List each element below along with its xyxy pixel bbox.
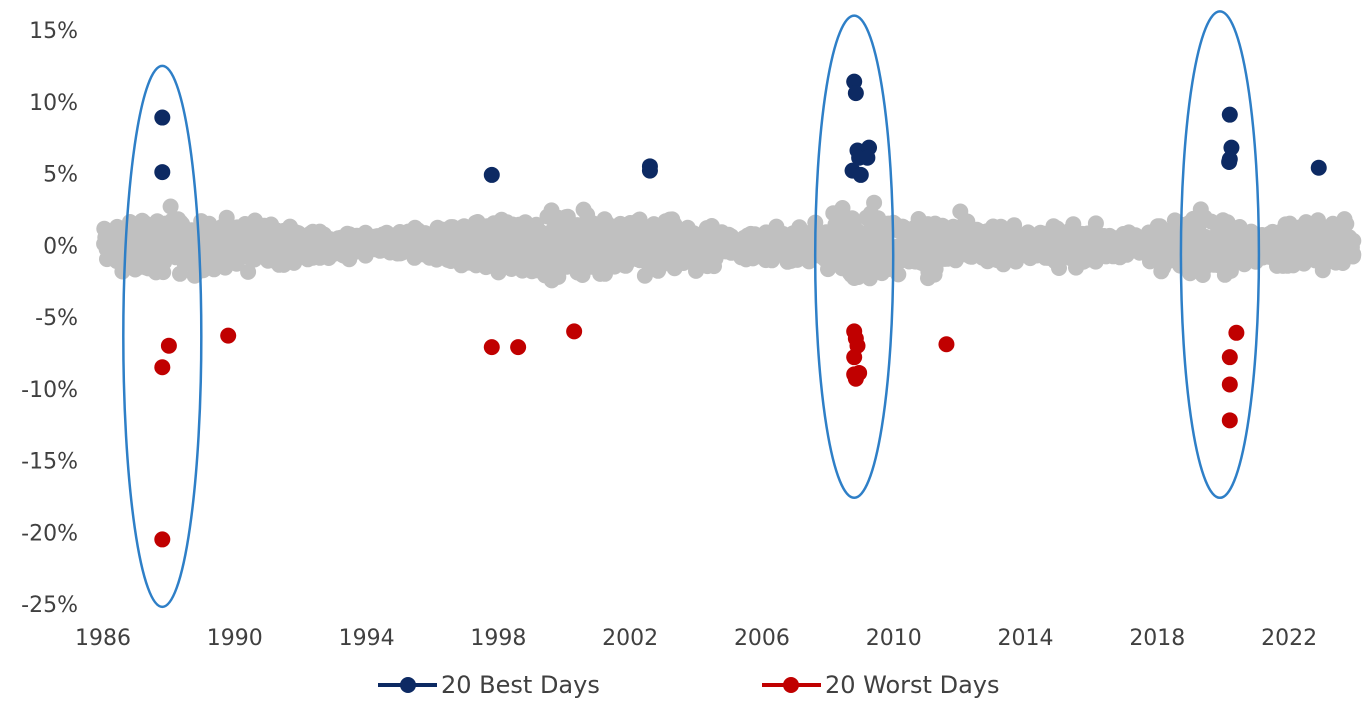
worst-day-point (510, 339, 527, 356)
background-point (240, 263, 257, 280)
highlight-ellipse (122, 64, 203, 609)
x-tick-label: 2010 (866, 626, 922, 651)
background-point (834, 200, 851, 216)
background-point (1345, 232, 1362, 249)
y-tick-label: -5% (35, 306, 78, 331)
worst-day-point (154, 359, 171, 376)
worst-day-point (483, 339, 500, 356)
worst-day-point (566, 323, 583, 340)
y-axis-ticks: 15% 10% 5% 0% -5% -10% -15% -20% -25% (21, 19, 78, 618)
best-day-point (847, 85, 864, 102)
worst-day-point (220, 327, 237, 344)
legend: 20 Best Days 20 Worst Days (378, 671, 999, 699)
legend-worst-marker (783, 677, 799, 693)
x-tick-label: 2002 (602, 626, 658, 651)
best-day-point (1221, 106, 1238, 123)
y-tick-label: -10% (21, 378, 78, 403)
legend-best-label: 20 Best Days (441, 671, 600, 699)
worst-day-point (1221, 412, 1238, 429)
x-tick-label: 2006 (734, 626, 790, 651)
worst-day-point (846, 349, 863, 366)
x-tick-label: 1994 (339, 626, 395, 651)
highlight-ellipse (813, 14, 895, 500)
background-point (866, 194, 883, 211)
best-day-point (483, 166, 500, 183)
x-tick-label: 1986 (75, 626, 131, 651)
worst-day-point (1228, 324, 1245, 341)
best-day-point (1310, 159, 1327, 176)
best-day-point (1221, 154, 1238, 171)
worst-day-point (160, 337, 177, 354)
y-tick-label: -25% (21, 593, 78, 618)
x-tick-label: 2014 (998, 626, 1054, 651)
y-tick-label: 0% (43, 234, 78, 259)
background-point (1336, 211, 1353, 228)
background-point (218, 209, 235, 226)
background-points (96, 194, 1362, 289)
background-point (631, 211, 648, 228)
y-tick-label: 10% (29, 91, 78, 116)
legend-worst-label: 20 Worst Days (825, 671, 999, 699)
x-tick-label: 2022 (1261, 626, 1317, 651)
worst-day-point (851, 364, 868, 381)
best-day-point (852, 166, 869, 183)
best-day-point (859, 149, 876, 166)
y-tick-label: 5% (43, 163, 78, 188)
legend-best-marker (400, 677, 416, 693)
y-tick-label: 15% (29, 19, 78, 44)
worst-day-point (1221, 349, 1238, 366)
best-day-point (154, 164, 171, 181)
highlight-ellipses (122, 10, 1261, 609)
series-points (154, 73, 1327, 548)
x-axis-ticks: 1986 1990 1994 1998 2002 2006 2010 2014 2018 2022 (75, 626, 1317, 651)
worst-day-point (1221, 376, 1238, 393)
best-day-point (641, 162, 658, 179)
worst-day-point (154, 531, 171, 548)
background-point (162, 198, 179, 215)
y-tick-label: -15% (21, 450, 78, 475)
worst-day-point (938, 336, 955, 353)
y-tick-label: -20% (21, 521, 78, 546)
best-day-point (154, 109, 171, 126)
x-tick-label: 1998 (470, 626, 526, 651)
x-tick-label: 1990 (207, 626, 263, 651)
x-tick-label: 2018 (1129, 626, 1185, 651)
highlight-ellipse (1179, 10, 1261, 500)
